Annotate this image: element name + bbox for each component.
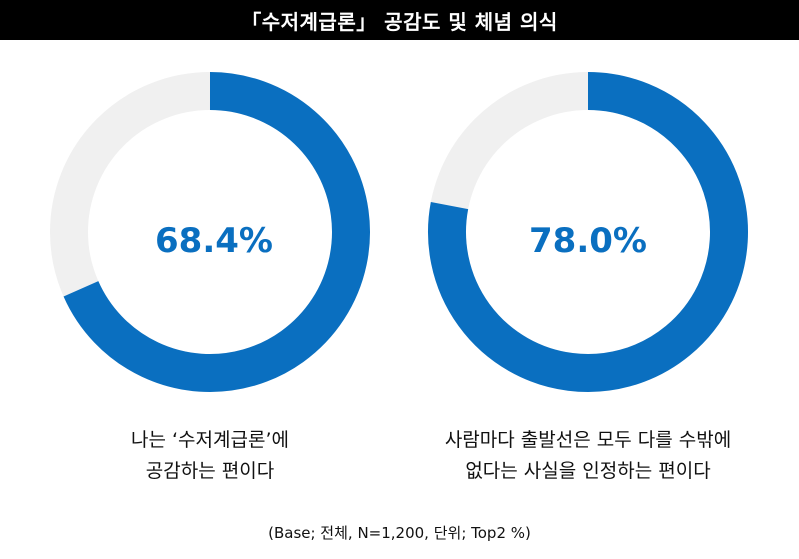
donut-1-value-label: 68.4% [155, 221, 273, 261]
chart-title: 「수저계급론」 공감도 및 체념 의식 [0, 0, 799, 40]
donut-1-caption-line-2: 공감하는 편이다 [145, 460, 275, 482]
donut-1-caption-line-1: 나는 ‘수저계급론’에 [131, 429, 289, 451]
donut-2-caption-line-1: 사람마다 출발선은 모두 다를 수밖에 [444, 429, 732, 451]
donut-2-value-label: 78.0% [529, 221, 647, 261]
donut-charts: 68.4% 78.0% [50, 72, 748, 392]
donut-2-value-arc [428, 72, 748, 392]
donut-1-caption: 나는 ‘수저계급론’에 공감하는 편이다 [20, 425, 400, 487]
donut-2-caption-line-2: 없다는 사실을 인정하는 편이다 [465, 460, 711, 482]
donut-chart-1: 68.4% [50, 72, 370, 392]
donut-2-caption: 사람마다 출발선은 모두 다를 수밖에 없다는 사실을 인정하는 편이다 [398, 425, 778, 487]
footnote: (Base; 전체, N=1,200, 단위; Top2 %) [268, 524, 531, 542]
donut-chart-2: 78.0% [428, 72, 748, 392]
donut-1-value-arc [63, 72, 370, 392]
